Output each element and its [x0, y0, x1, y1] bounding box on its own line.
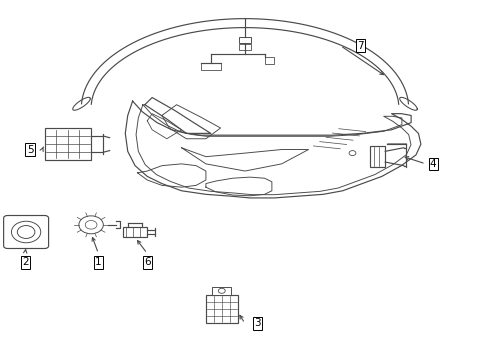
Text: 6: 6: [144, 257, 150, 267]
Text: 5: 5: [26, 144, 33, 154]
Bar: [123, 226, 147, 237]
Bar: [212, 287, 231, 295]
FancyBboxPatch shape: [3, 216, 49, 248]
Text: 1: 1: [95, 257, 102, 267]
Bar: [369, 146, 385, 167]
Text: 2: 2: [22, 257, 28, 267]
Bar: [201, 63, 220, 70]
Bar: [265, 57, 274, 64]
Bar: [239, 37, 251, 43]
Bar: [239, 44, 251, 50]
Text: 3: 3: [254, 319, 261, 328]
Bar: [45, 128, 91, 160]
Text: 7: 7: [358, 41, 364, 50]
Text: 4: 4: [430, 159, 437, 169]
Bar: [206, 295, 238, 323]
